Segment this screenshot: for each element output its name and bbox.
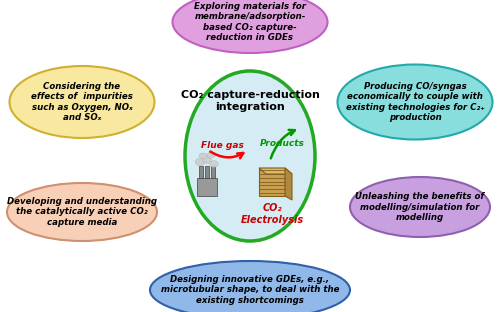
Text: Producing CO/syngas
economically to couple with
existing technologies for C₂₊
pr: Producing CO/syngas economically to coup… bbox=[346, 82, 484, 122]
FancyBboxPatch shape bbox=[259, 168, 285, 196]
Ellipse shape bbox=[210, 161, 218, 167]
Text: Designing innovative GDEs, e.g.,
microtubular shape, to deal with the
existing s: Designing innovative GDEs, e.g., microtu… bbox=[161, 275, 339, 305]
Ellipse shape bbox=[195, 158, 205, 166]
Ellipse shape bbox=[7, 183, 157, 241]
Ellipse shape bbox=[150, 261, 350, 312]
FancyBboxPatch shape bbox=[204, 166, 210, 178]
Polygon shape bbox=[259, 168, 292, 174]
Ellipse shape bbox=[172, 0, 328, 53]
Text: Flue gas: Flue gas bbox=[200, 142, 244, 150]
Text: Unleashing the benefits of
modelling/simulation for
modelling: Unleashing the benefits of modelling/sim… bbox=[356, 192, 484, 222]
Ellipse shape bbox=[202, 157, 211, 163]
Ellipse shape bbox=[185, 71, 315, 241]
Ellipse shape bbox=[207, 152, 215, 158]
Ellipse shape bbox=[10, 66, 154, 138]
FancyBboxPatch shape bbox=[198, 166, 203, 178]
Text: CO₂
Electrolysis: CO₂ Electrolysis bbox=[240, 203, 304, 225]
Ellipse shape bbox=[199, 153, 207, 159]
FancyBboxPatch shape bbox=[197, 178, 217, 196]
Ellipse shape bbox=[338, 65, 492, 139]
FancyBboxPatch shape bbox=[210, 166, 216, 178]
Polygon shape bbox=[285, 168, 292, 200]
Ellipse shape bbox=[350, 177, 490, 237]
Text: CO₂ capture-reduction
integration: CO₂ capture-reduction integration bbox=[180, 90, 320, 112]
Text: Products: Products bbox=[260, 139, 304, 149]
Text: Exploring materials for
membrane/adsorption-
based CO₂ capture-
reduction in GDE: Exploring materials for membrane/adsorpt… bbox=[194, 2, 306, 42]
Text: Developing and understanding
the catalytically active CO₂
capture media: Developing and understanding the catalyt… bbox=[7, 197, 157, 227]
Text: Considering the
effects of  impurities
such as Oxygen, NOₓ
and SOₓ: Considering the effects of impurities su… bbox=[31, 82, 133, 122]
